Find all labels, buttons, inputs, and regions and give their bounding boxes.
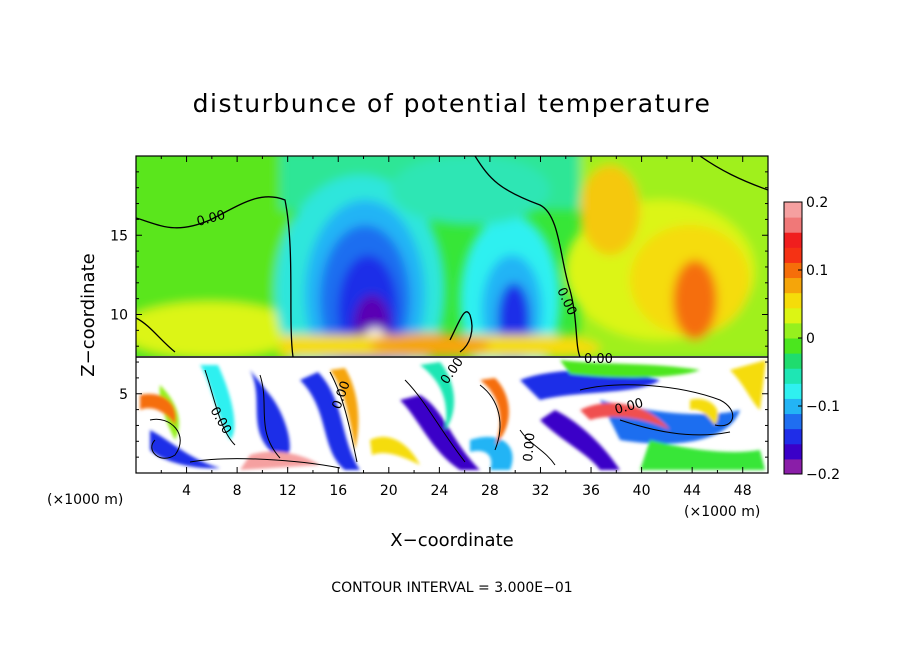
contour-label: 0.00 bbox=[584, 352, 613, 367]
y-tick-label: 10 bbox=[110, 308, 128, 324]
x-tick-label: 16 bbox=[329, 483, 347, 499]
contour-interval-note: CONTOUR INTERVAL = 3.000E−01 bbox=[331, 580, 572, 596]
colorbar-tick-label: 0.1 bbox=[806, 263, 828, 279]
contour-label: 0.00 bbox=[521, 432, 538, 462]
x-tick-label: 32 bbox=[532, 483, 550, 499]
x-axis-ticks: 4 8 12 16 20 24 28 32 36 40 44 48 bbox=[160, 156, 752, 499]
x-tick-label: 8 bbox=[233, 483, 242, 499]
chart-title: disturbunce of potential temperature bbox=[193, 89, 712, 118]
colorbar-swatch bbox=[784, 232, 802, 248]
heatmap-field bbox=[136, 156, 768, 473]
x-tick-label: 20 bbox=[380, 483, 398, 499]
colorbar: 0.2 0.1 0 −0.1 −0.2 bbox=[783, 195, 840, 483]
y-tick-label: 15 bbox=[110, 228, 128, 244]
colorbar-swatch bbox=[784, 368, 802, 384]
x-tick-label: 12 bbox=[279, 483, 297, 499]
contour-label: 0.00 bbox=[613, 396, 645, 418]
colorbar-swatch bbox=[784, 217, 802, 233]
colorbar-tick-label: 0 bbox=[806, 331, 815, 347]
colorbar-tick-label: 0.2 bbox=[806, 195, 828, 211]
y-tick-label: 5 bbox=[119, 387, 128, 403]
x-tick-label: 4 bbox=[182, 483, 191, 499]
colorbar-swatch bbox=[784, 292, 802, 309]
colorbar-swatch bbox=[784, 338, 802, 354]
x-unit-left: (×1000 m) bbox=[47, 492, 123, 508]
colorbar-tick-label: −0.1 bbox=[806, 399, 840, 415]
y-axis-label: Z−coordinate bbox=[78, 253, 99, 376]
colorbar-swatch bbox=[784, 307, 802, 324]
colorbar-swatch bbox=[784, 383, 802, 399]
colorbar-swatch bbox=[784, 277, 802, 294]
colorbar-swatch bbox=[784, 458, 802, 475]
x-tick-label: 28 bbox=[481, 483, 499, 499]
colorbar-swatch bbox=[784, 202, 802, 218]
x-tick-label: 44 bbox=[683, 483, 701, 499]
x-tick-label: 48 bbox=[734, 483, 752, 499]
colorbar-swatch bbox=[784, 398, 802, 415]
x-axis-label: X−coordinate bbox=[390, 530, 513, 551]
colorbar-swatch bbox=[784, 428, 802, 445]
x-tick-label: 36 bbox=[582, 483, 600, 499]
colorbar-swatch bbox=[784, 322, 802, 339]
x-tick-label: 24 bbox=[430, 483, 448, 499]
colorbar-tick-label: −0.2 bbox=[806, 467, 840, 483]
colorbar-swatch bbox=[784, 443, 802, 460]
x-unit-right: (×1000 m) bbox=[684, 504, 760, 520]
x-tick-label: 40 bbox=[633, 483, 651, 499]
y-axis-ticks: 5 10 15 bbox=[110, 171, 768, 458]
colorbar-swatch bbox=[784, 262, 802, 279]
contour-label: 0.00 bbox=[195, 208, 227, 230]
colorbar-swatch bbox=[784, 413, 802, 430]
colorbar-swatch bbox=[784, 353, 802, 369]
colorbar-swatch bbox=[784, 247, 802, 263]
